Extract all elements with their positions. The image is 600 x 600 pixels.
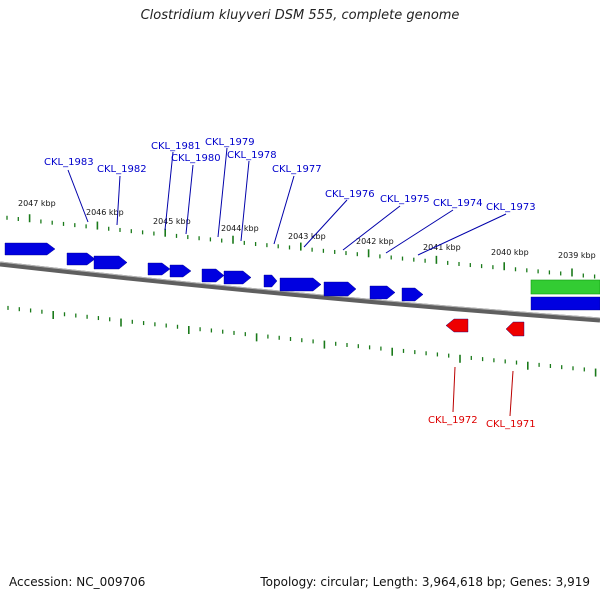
scale-label: 2039 kbp: [558, 251, 596, 260]
scale-label: 2042 kbp: [356, 237, 394, 246]
label-leader-line: [417, 213, 507, 256]
forward-gene-label: CKL_1983: [44, 157, 94, 168]
label-leader-line: [509, 370, 514, 417]
forward-gene-arrow: [93, 255, 128, 270]
forward-gene-label: CKL_1981: [151, 141, 201, 152]
forward-gene-label: CKL_1974: [433, 198, 483, 209]
label-leader-line: [303, 199, 348, 248]
forward-gene-label: CKL_1977: [272, 164, 322, 175]
forward-gene-arrow: [169, 264, 192, 278]
label-leader-line: [67, 169, 89, 223]
accession-label: Accession: NC_009706: [9, 575, 146, 589]
genome-backbone-highlight: [0, 261, 600, 319]
scale-label: 2043 kbp: [288, 232, 326, 241]
forward-gene-arrow: [66, 252, 96, 266]
backbone-layer: [0, 261, 600, 323]
forward-gene-arrow: [279, 277, 322, 292]
forward-gene-arrow: [4, 242, 56, 256]
forward-gene-label: CKL_1982: [97, 164, 147, 175]
forward-gene-arrow: [147, 262, 171, 276]
label-leader-line: [273, 175, 295, 245]
reverse-gene-arrow: [505, 321, 525, 337]
gene-features: [4, 242, 600, 337]
forward-gene-arrow: [223, 270, 252, 285]
label-leader-line: [116, 175, 121, 226]
label-leader-line: [240, 160, 250, 242]
forward-gene-label: CKL_1978: [227, 150, 277, 161]
genome-summary: Topology: circular; Length: 3,964,618 bp…: [260, 575, 590, 589]
genome-backbone: [0, 261, 600, 323]
forward-gene-arrow: [201, 268, 225, 283]
forward-gene-label: CKL_1973: [486, 202, 536, 213]
scale-label: 2045 kbp: [153, 217, 191, 226]
scale-label: 2047 kbp: [18, 199, 56, 208]
forward-gene-label: CKL_1980: [171, 153, 221, 164]
label-leader-line: [185, 164, 194, 235]
scale-labels: 2047 kbp 2046 kbp 2045 kbp 2044 kbp 2043 kbp…: [18, 199, 596, 260]
forward-gene-arrow: [263, 274, 278, 288]
label-leaders: [67, 147, 514, 417]
label-leader-line: [452, 366, 456, 413]
forward-gene-arrow: [323, 281, 357, 297]
forward-gene-label: CKL_1975: [380, 194, 430, 205]
label-leader-line: [217, 147, 228, 238]
map-title: Clostridium kluyveri DSM 555, complete g…: [140, 8, 460, 23]
rna-feature: [530, 279, 600, 295]
reverse-gene-arrow: [445, 318, 469, 333]
scale-label: 2040 kbp: [491, 248, 529, 257]
scale-label: 2041 kbp: [423, 243, 461, 252]
reverse-gene-label: CKL_1971: [486, 419, 536, 430]
label-leader-line: [164, 151, 174, 231]
forward-gene-arrow: [401, 287, 424, 302]
scale-label: 2044 kbp: [221, 224, 259, 233]
reverse-gene-label: CKL_1972: [428, 415, 478, 426]
label-leader-line: [385, 209, 454, 254]
label-leader-line: [342, 205, 401, 251]
forward-gene-arrow: [530, 296, 600, 311]
forward-gene-label: CKL_1976: [325, 189, 375, 200]
scale-ticks: [6, 214, 597, 377]
scale-label: 2046 kbp: [86, 208, 124, 217]
forward-gene-arrow: [369, 285, 396, 300]
forward-gene-label: CKL_1979: [205, 137, 255, 148]
